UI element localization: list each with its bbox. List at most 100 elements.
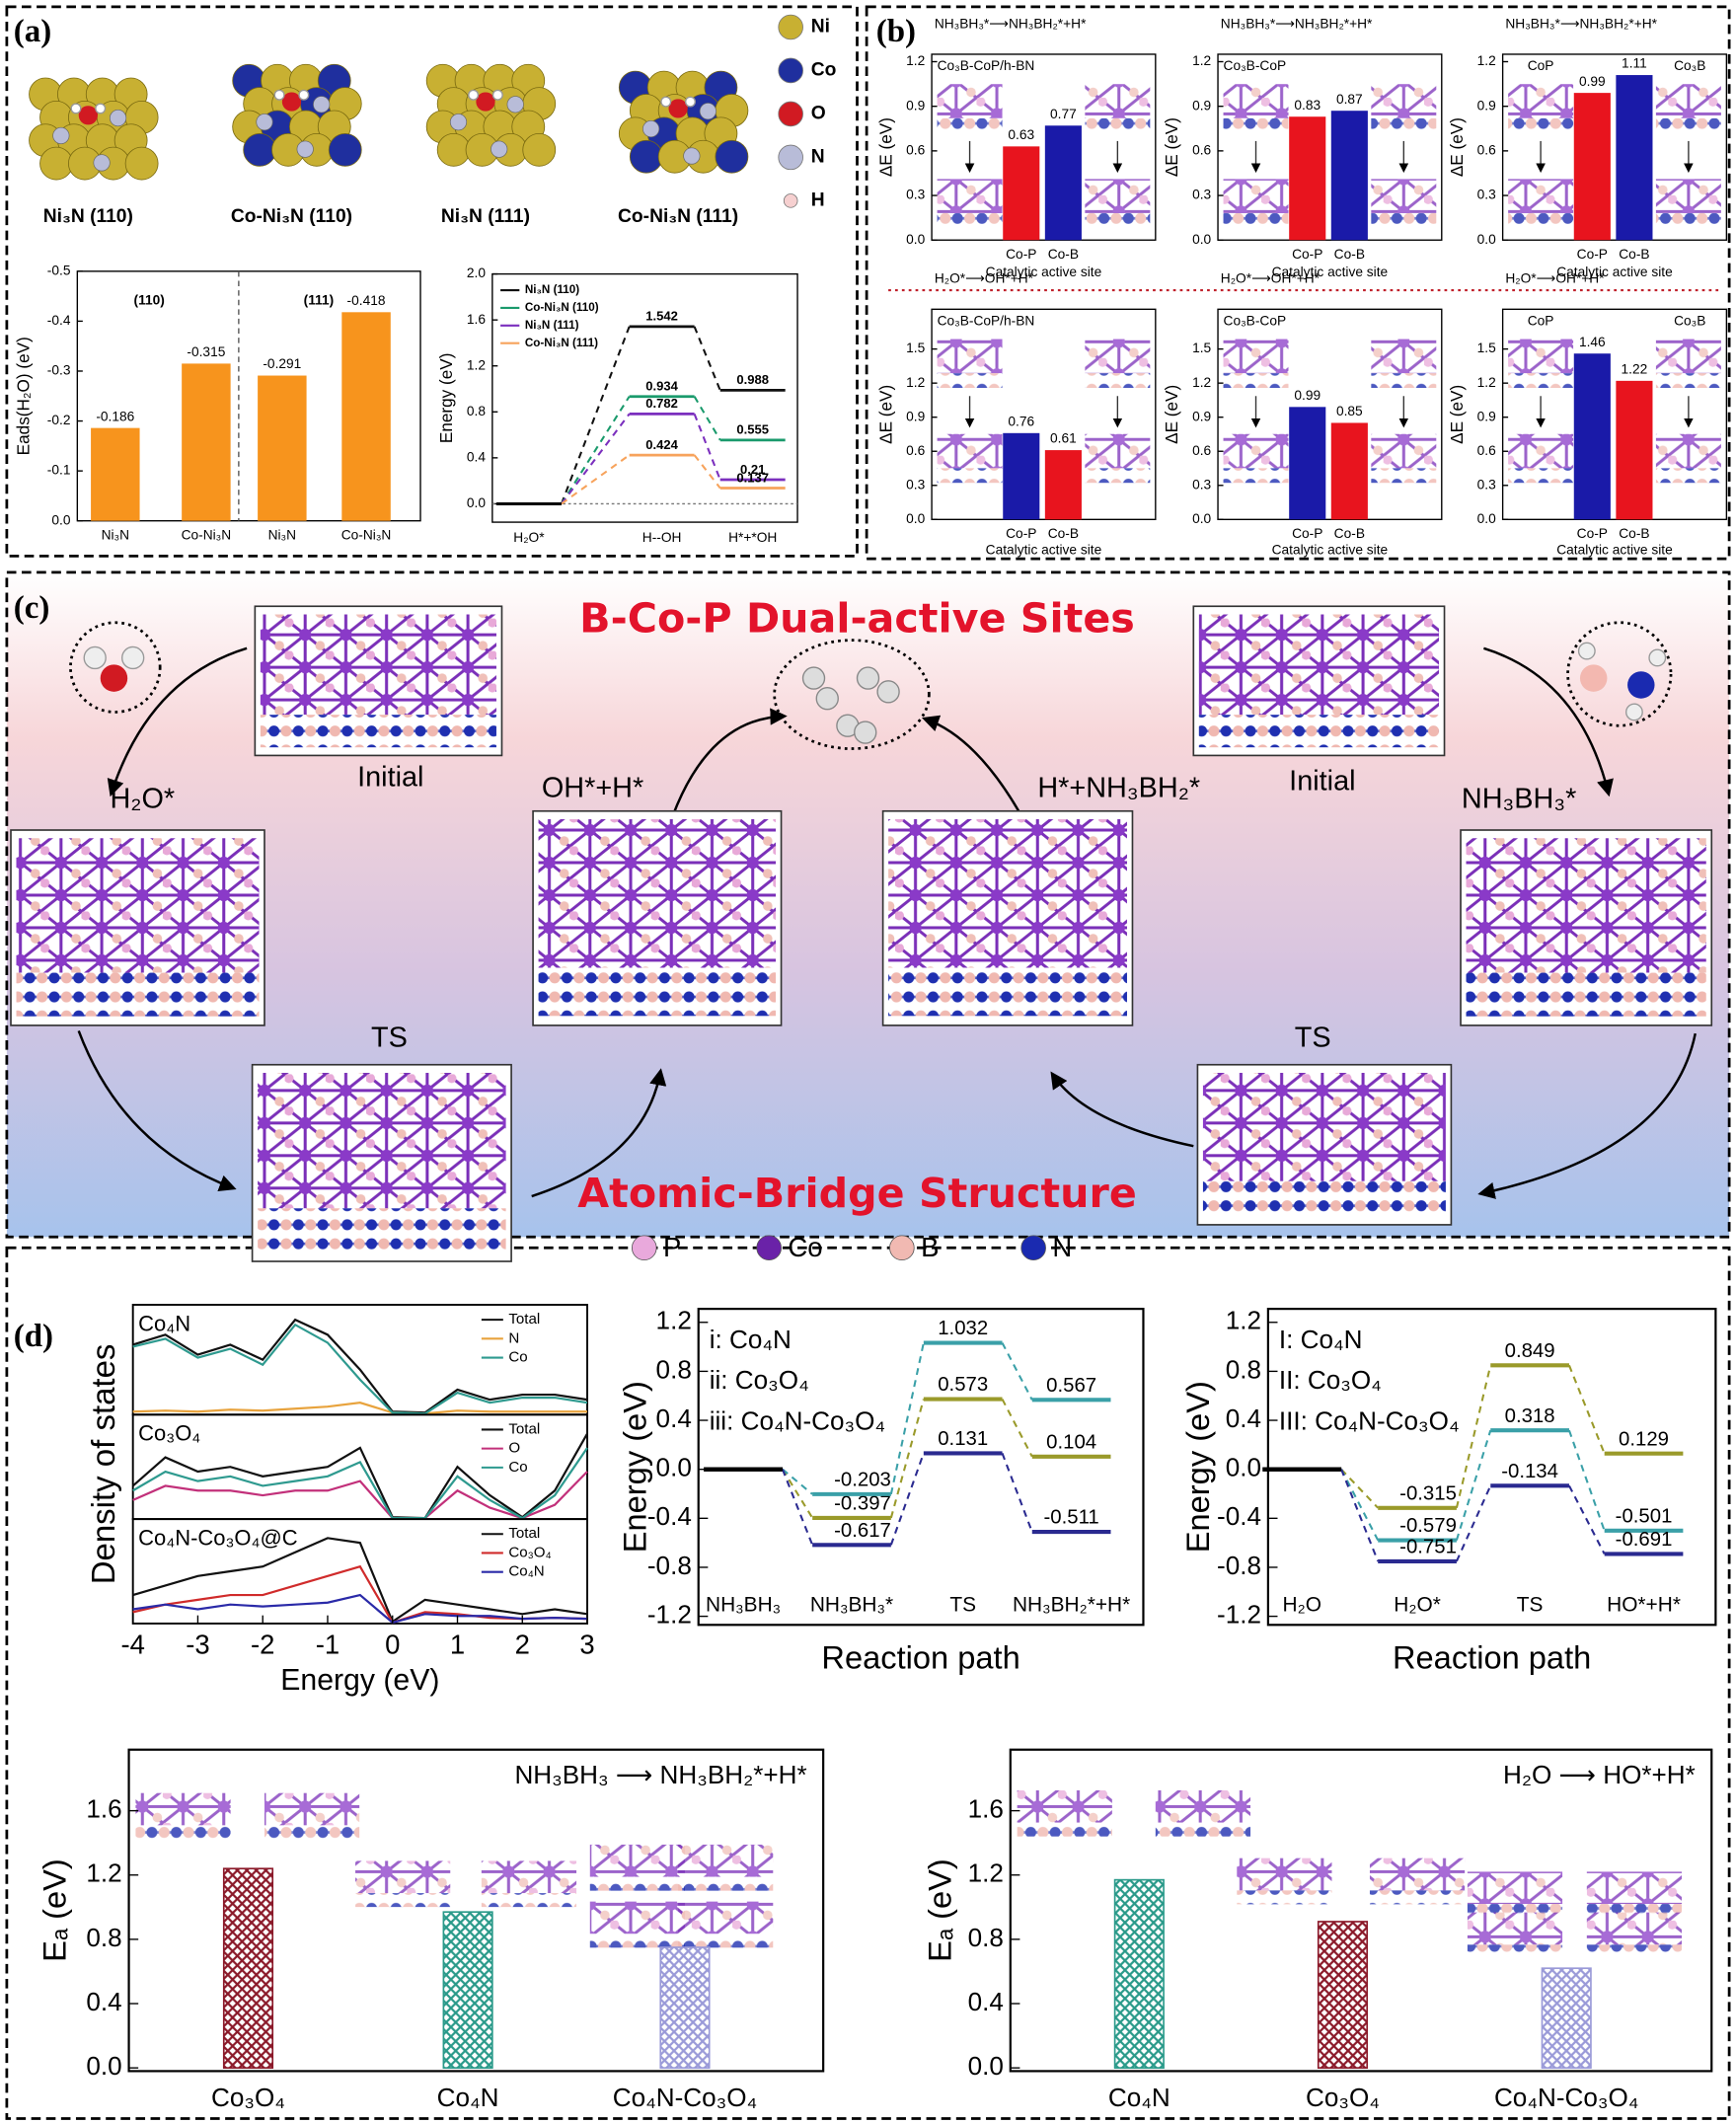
x-tick-label: Co₄N <box>1108 2083 1170 2112</box>
x-axis-label: Catalytic active site <box>1556 543 1673 558</box>
atom <box>296 140 314 158</box>
x-tick-label: HO*+H* <box>1607 1594 1681 1617</box>
bar <box>1330 111 1368 241</box>
structure-base <box>1508 117 1574 133</box>
legend-label: Co <box>508 1349 527 1366</box>
x-tick-label: Co-P <box>1006 247 1036 262</box>
plot-frame <box>1266 1308 1717 1627</box>
structure-image <box>1508 339 1574 374</box>
data-label: -0.291 <box>263 356 301 371</box>
bar <box>1573 93 1611 241</box>
legend-label: Total <box>508 1420 540 1437</box>
plot-frame <box>76 270 421 522</box>
y-tick-label: 2.0 <box>467 266 486 280</box>
legend-label: B <box>921 1232 939 1262</box>
structure-base <box>1508 213 1574 228</box>
y-tick-label: 0.4 <box>656 1403 692 1433</box>
y-tick-label: 1.5 <box>1192 341 1211 355</box>
bar <box>341 312 391 521</box>
atom <box>668 99 688 118</box>
data-label: 0.988 <box>736 372 769 387</box>
data-label: 0.77 <box>1050 107 1077 121</box>
x-tick-label: 0 <box>385 1630 400 1660</box>
atom <box>449 114 468 131</box>
data-label: 0.61 <box>1050 431 1077 446</box>
legend-label: Ni₃N (110) <box>525 283 579 296</box>
atom <box>109 109 127 127</box>
y-tick-label: 0.8 <box>656 1354 692 1384</box>
data-label: 0.63 <box>1008 127 1034 142</box>
structure-image <box>678 1844 774 1877</box>
y-tick-label: 0.0 <box>1192 511 1211 526</box>
x-axis-label: Reaction path <box>821 1639 1019 1676</box>
y-tick-label: 1.5 <box>906 341 925 355</box>
structure-image <box>1085 179 1151 214</box>
x-tick-label: Co₃O₄ <box>1306 2083 1380 2112</box>
structure-base <box>1223 213 1289 228</box>
connector <box>889 1399 925 1519</box>
structure-base <box>1237 1890 1332 1905</box>
atom <box>273 89 285 101</box>
x-axis-label: Catalytic active site <box>1272 265 1389 279</box>
y-tick-label: 0.0 <box>968 2051 1004 2081</box>
connector <box>889 1342 925 1495</box>
data-label: -0.134 <box>1501 1461 1558 1482</box>
structure-image <box>589 1901 685 1934</box>
plot-frame <box>127 1748 825 2073</box>
connector <box>1455 1365 1492 1509</box>
structure-base <box>1085 213 1151 228</box>
x-tick-label: 3 <box>579 1630 594 1660</box>
legend-label: i: Co₄N <box>710 1325 792 1354</box>
molecules <box>83 642 1667 744</box>
x-tick-label: Co-B <box>1619 247 1649 262</box>
chart-title: NH₃BH₃*⟶NH₃BH₂*+H* <box>1221 16 1373 31</box>
connector <box>693 396 721 441</box>
connector <box>1455 1484 1492 1562</box>
x-axis-label: Catalytic active site <box>986 265 1102 279</box>
structure-image <box>1586 1912 1683 1945</box>
structure-image <box>1508 179 1574 214</box>
bar <box>1616 75 1653 241</box>
structure-base <box>1655 213 1721 228</box>
structure-image <box>678 1901 774 1934</box>
y-axis-label: Energy (eV) <box>1179 1381 1216 1553</box>
y-tick-label: 1.6 <box>968 1793 1004 1823</box>
data-label: -0.203 <box>834 1470 891 1491</box>
x-tick-label: TS <box>949 1594 976 1617</box>
panel-a-border <box>5 5 859 558</box>
x-tick-label: -4 <box>120 1630 144 1660</box>
structure-image <box>16 838 260 973</box>
structure-image <box>937 339 1003 374</box>
x-tick-label: Co-B <box>1619 526 1649 541</box>
structure-base <box>678 1934 774 1948</box>
y-tick-label: 0.9 <box>1192 98 1211 113</box>
y-axis-label: Energy (eV) <box>617 1381 653 1553</box>
annotation: CoP <box>1528 313 1554 328</box>
structure-image <box>1085 84 1151 118</box>
y-tick-label: 0.6 <box>1477 443 1496 458</box>
annotation: NH₃BH₃ ⟶ NH₃BH₂*+H* <box>514 1760 806 1789</box>
legend-atom <box>778 144 803 171</box>
structure-base <box>1223 117 1289 133</box>
x-tick-label: Co-B <box>1048 526 1079 541</box>
structure-base <box>1371 117 1437 133</box>
y-tick-label: 0.3 <box>1192 477 1211 492</box>
y-tick-label: 0.0 <box>656 1453 692 1482</box>
x-tick-label: NH₃BH₂*+H* <box>1013 1594 1130 1617</box>
structure-image <box>1237 1858 1332 1891</box>
bar <box>1289 116 1326 241</box>
legend-label: Total <box>508 1311 540 1328</box>
bar <box>1616 380 1653 520</box>
structure-image <box>937 433 1003 469</box>
data-label: 0.76 <box>1008 414 1034 428</box>
data-label: 0.87 <box>1336 92 1363 107</box>
atom <box>683 147 701 165</box>
legend-atom <box>778 101 803 127</box>
bar <box>442 1911 493 2069</box>
y-tick-label: -0.1 <box>47 463 71 478</box>
scheme-title: B-Co-P Dual-active Sites <box>579 594 1135 642</box>
x-tick-label: Co₃O₄ <box>211 2083 285 2112</box>
structure-image <box>1467 1871 1563 1905</box>
data-label: 0.555 <box>736 422 769 437</box>
